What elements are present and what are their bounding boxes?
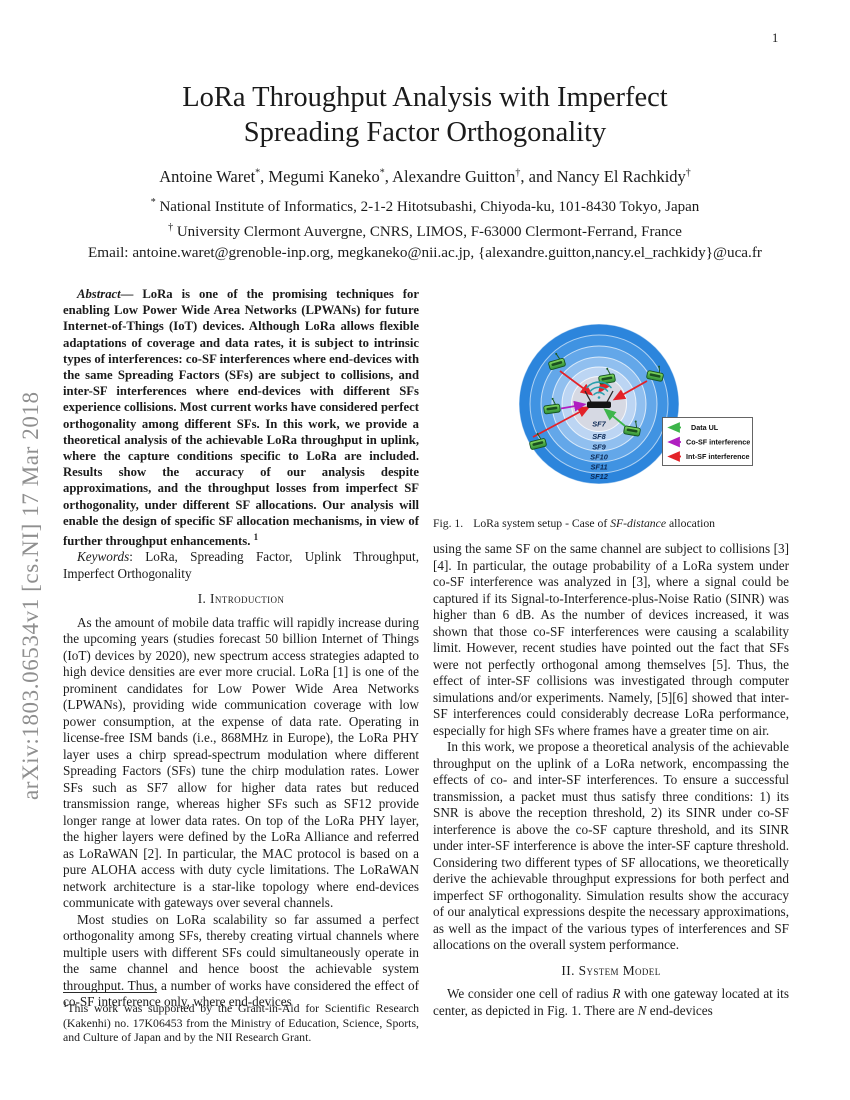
intro-paragraph-2: Most studies on LoRa scalability so far …: [63, 911, 419, 1010]
abstract-lead: Abstract—: [77, 287, 143, 301]
lora-cell-diagram: SF7 SF8 SF9 SF10 SF11 SF12 Data UL Co-SF…: [518, 323, 753, 485]
dataul-arrow: [603, 408, 626, 427]
sf11-label: SF11: [590, 463, 607, 472]
affiliation-1: * National Institute of Informatics, 2-1…: [150, 197, 700, 215]
footnote-text: This work was supported by the Grant-in-…: [63, 1000, 419, 1045]
left-column: Abstract— LoRa is one of the promising t…: [63, 286, 419, 1011]
legend-data-ul: Data UL: [691, 423, 719, 432]
email-line: Email: antoine.waret@grenoble-inp.org, m…: [88, 244, 762, 261]
page-number: 1: [772, 31, 779, 45]
intro-paragraph-1: As the amount of mobile data traffic wil…: [63, 614, 419, 911]
cosf-arrow: [560, 400, 587, 412]
sf-ring-labels: SF7 SF8 SF9 SF10 SF11 SF12: [590, 420, 609, 482]
sf8-label: SF8: [592, 432, 606, 441]
figure-legend: Data UL Co-SF interference Int-SF interf…: [662, 417, 753, 466]
intsf-arrow: [612, 380, 648, 401]
system-model-paragraph: We consider one cell of radius R with on…: [433, 986, 789, 1018]
sf7-label: SF7: [592, 420, 606, 429]
author-name: , and Nancy El Rachkidy: [520, 167, 686, 186]
title-line-2: Spreading Factor Orthogonality: [243, 117, 607, 148]
math-var-R: R: [612, 986, 621, 1001]
intsf-arrow: [559, 370, 594, 396]
link-arrows: [532, 370, 648, 438]
author-name: Antoine Waret: [159, 167, 256, 186]
section-heading-system-model: II. System Model: [561, 962, 661, 978]
footnote-rule: [63, 992, 157, 993]
keywords-line: Keywords: LoRa, Spreading Factor, Uplink…: [63, 549, 419, 582]
sf10-label: SF10: [590, 453, 609, 462]
footnote-block: 1This work was supported by the Grant-in…: [63, 992, 419, 1045]
figure-lora-system: SF7 SF8 SF9 SF10 SF11 SF12 Data UL Co-SF…: [433, 291, 789, 513]
author-affil-mark: *: [379, 167, 385, 179]
author-name: , Megumi Kaneko: [260, 167, 380, 186]
author-affil-mark: †: [515, 167, 521, 179]
abstract-text: LoRa is one of the promising techniques …: [63, 287, 419, 549]
author-affil-mark: †: [685, 167, 691, 179]
body-paragraph-2: In this work, we propose a theoretical a…: [433, 739, 789, 952]
legend-co-sf: Co-SF interference: [686, 438, 750, 447]
affiliation-2: † University Clermont Auvergne, CNRS, LI…: [168, 221, 682, 240]
figure-caption-label: Fig. 1.: [433, 517, 464, 530]
section-heading-introduction: I. Introduction: [197, 591, 285, 607]
title-line-1: LoRa Throughput Analysis with Imperfect: [182, 82, 668, 113]
abstract-paragraph: Abstract— LoRa is one of the promising t…: [63, 286, 419, 549]
abstract-footnote-mark: 1: [253, 532, 259, 543]
keywords-lead: Keywords: [77, 549, 130, 565]
math-var-N: N: [637, 1002, 647, 1018]
intsf-arrow: [532, 406, 591, 438]
author-line: Antoine Waret*, Megumi Kaneko*, Alexandr…: [0, 167, 850, 187]
paper-title: LoRa Throughput Analysis with Imperfect S…: [0, 80, 850, 150]
arxiv-watermark: arXiv:1803.06534v1 [cs.NI] 17 Mar 2018: [18, 391, 43, 800]
figure-caption: Fig. 1. LoRa system setup - Case of SF-di…: [433, 517, 716, 530]
sf9-label: SF9: [592, 443, 606, 452]
keywords-text: : LoRa, Spreading Factor, Uplink Through…: [63, 549, 419, 581]
footnote-mark: 1: [63, 999, 68, 1009]
right-column: SF7 SF8 SF9 SF10 SF11 SF12 Data UL Co-SF…: [433, 286, 789, 1019]
legend-int-sf: Int-SF interference: [686, 452, 750, 461]
gateway-icon: [584, 381, 614, 408]
body-paragraph-1: using the same SF on the same channel ar…: [433, 541, 789, 738]
author-name: , Alexandre Guitton: [384, 167, 516, 186]
sf12-label: SF12: [590, 472, 609, 481]
author-affil-mark: *: [255, 167, 261, 179]
title-block: LoRa Throughput Analysis with Imperfect S…: [0, 80, 850, 262]
